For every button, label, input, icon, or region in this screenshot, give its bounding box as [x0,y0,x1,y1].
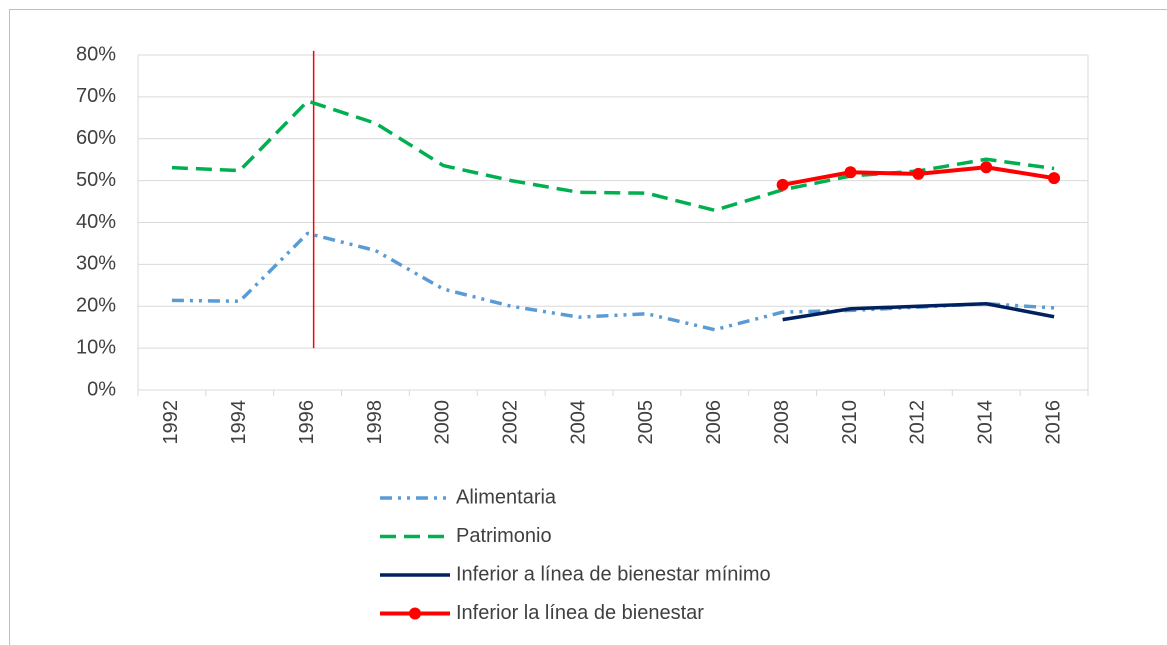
y-tick-label: 40% [76,211,116,233]
y-tick-label: 30% [76,253,116,275]
x-tick-label: 2010 [839,400,861,445]
legend-label: Inferior la línea de bienestar [456,602,704,624]
x-tick-label: 1998 [364,400,386,445]
legend-marker [409,607,421,620]
x-tick-label: 2000 [432,400,454,445]
legend-label: Inferior a línea de bienestar mínimo [456,563,771,585]
y-tick-label: 50% [76,169,116,191]
x-tick-label: 2014 [974,400,996,445]
y-tick-label: 60% [76,127,116,149]
x-tick-label: 2004 [567,400,589,445]
x-tick-label: 2006 [703,400,725,445]
x-tick-label: 2002 [499,400,521,445]
x-tick-label: 2012 [907,400,929,445]
x-tick-label: 1996 [296,400,318,445]
x-tick-label: 2005 [635,400,657,445]
x-tick-label: 1994 [228,400,250,445]
x-tick-label: 2008 [771,400,793,445]
y-tick-label: 70% [76,85,116,107]
y-tick-label: 80% [76,43,116,65]
y-tick-label: 0% [87,378,116,400]
legend-label: Alimentaria [456,486,557,508]
x-tick-label: 1992 [160,400,182,445]
point [1048,172,1061,185]
point [980,161,993,174]
series-line [171,99,1055,213]
y-tick-label: 10% [76,336,116,358]
series-line [782,301,1055,322]
x-tick-label: 2016 [1042,400,1064,445]
legend-label: Patrimonio [456,525,552,547]
frame [9,9,1167,645]
y-tick-label: 20% [76,295,116,317]
series-line [171,231,1055,332]
point [844,166,857,179]
point [776,178,789,191]
point [912,167,925,180]
